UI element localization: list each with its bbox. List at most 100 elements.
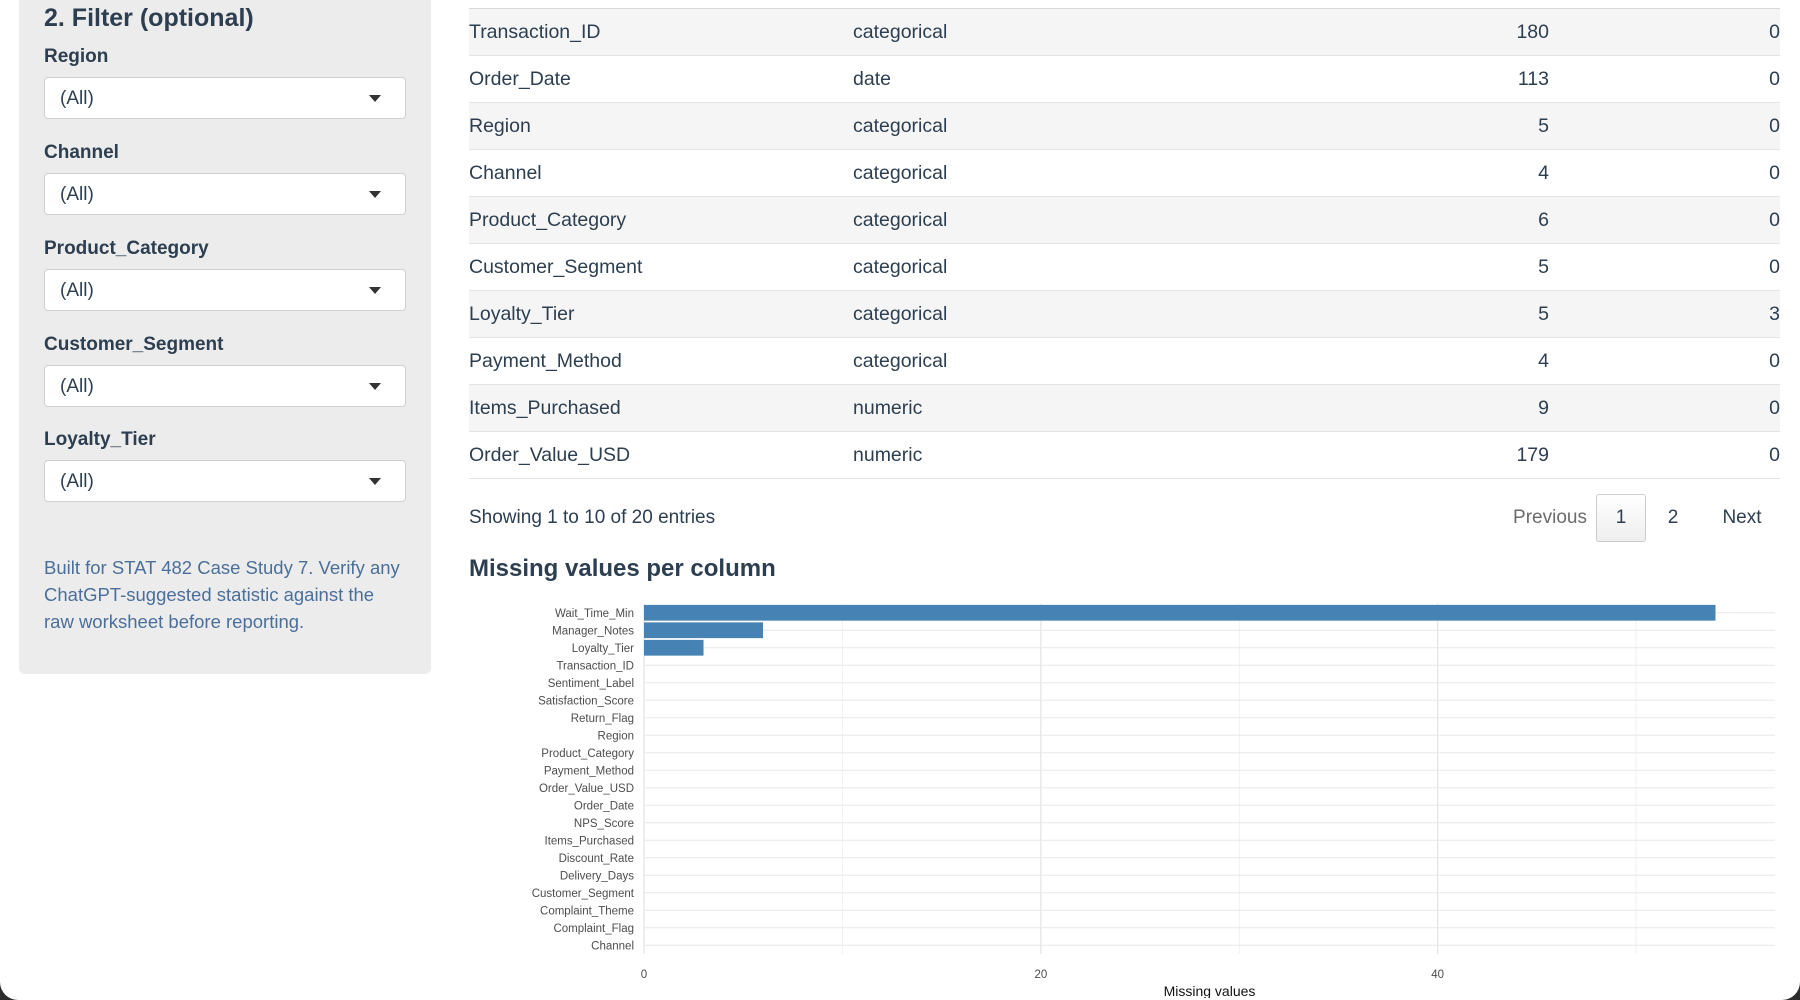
table-row: Order_Date date 113 0	[469, 55, 1780, 103]
column-summary-table: Transaction_ID categorical 180 0 Order_D…	[469, 8, 1780, 479]
column-name-cell: Channel	[469, 149, 853, 197]
region-filter-label: Region	[44, 46, 109, 67]
channel-select-value: (All)	[60, 184, 94, 205]
table-entries-info: Showing 1 to 10 of 20 entries	[469, 507, 716, 528]
column-name-cell: Region	[469, 102, 853, 150]
unique-count-cell: 180	[1237, 8, 1549, 56]
unique-count-cell: 179	[1237, 431, 1549, 479]
missing-count-cell: 0	[1549, 102, 1780, 150]
column-type-cell: date	[853, 55, 1237, 103]
missing-count-cell: 3	[1549, 290, 1780, 338]
column-name-cell: Loyalty_Tier	[469, 290, 853, 338]
loyalty-tier-filter-label: Loyalty_Tier	[44, 429, 156, 450]
column-type-cell: numeric	[853, 431, 1237, 479]
unique-count-cell: 113	[1237, 55, 1549, 103]
category-label: Channel	[591, 940, 634, 952]
bar	[644, 622, 764, 639]
product-category-filter-label: Product_Category	[44, 238, 209, 259]
table-row: Order_Value_USD numeric 179 0	[469, 431, 1780, 479]
pagination-page-2-button[interactable]: 2	[1667, 507, 1679, 528]
column-name-cell: Product_Category	[469, 196, 853, 244]
category-label: Return_Flag	[571, 713, 634, 725]
missing-count-cell: 0	[1549, 431, 1780, 479]
column-type-cell: categorical	[853, 243, 1237, 291]
unique-count-cell: 5	[1237, 290, 1549, 338]
column-name-cell: Items_Purchased	[469, 384, 853, 432]
column-name-cell: Transaction_ID	[469, 8, 853, 56]
unique-count-cell: 5	[1237, 243, 1549, 291]
chevron-down-icon	[369, 478, 381, 485]
category-label: Delivery_Days	[560, 870, 634, 882]
category-label: Customer_Segment	[532, 888, 635, 900]
unique-count-cell: 5	[1237, 102, 1549, 150]
column-name-cell: Order_Date	[469, 55, 853, 103]
filter-sidebar: 2. Filter (optional) Region (All) Channe…	[19, 0, 431, 674]
missing-values-chart: Wait_Time_Min Manager_Notes Loyalty_Tier Tr…	[532, 604, 1775, 998]
column-type-cell: categorical	[853, 149, 1237, 197]
bar	[644, 639, 704, 656]
category-label: Order_Date	[574, 800, 634, 812]
missing-count-cell: 0	[1549, 196, 1780, 244]
pagination-page-1-button[interactable]: 1	[1596, 494, 1646, 542]
unique-count-cell: 6	[1237, 196, 1549, 244]
table-row: Region categorical 5 0	[469, 102, 1780, 150]
unique-count-cell: 4	[1237, 337, 1549, 385]
column-name-cell: Customer_Segment	[469, 243, 853, 291]
unique-count-cell: 4	[1237, 149, 1549, 197]
column-type-cell: categorical	[853, 290, 1237, 338]
sidebar-note: Built for STAT 482 Case Study 7. Verify …	[44, 557, 400, 632]
x-tick-label: 40	[1431, 969, 1444, 981]
category-label: Discount_Rate	[559, 853, 634, 865]
table-row: Product_Category categorical 6 0	[469, 196, 1780, 244]
loyalty-tier-select[interactable]: (All)	[44, 460, 406, 502]
missing-count-cell: 0	[1549, 8, 1780, 56]
table-row: Items_Purchased numeric 9 0	[469, 384, 1780, 432]
x-tick-label: 20	[1034, 969, 1047, 981]
column-name-cell: Order_Value_USD	[469, 431, 853, 479]
category-label: NPS_Score	[574, 818, 634, 830]
column-type-cell: categorical	[853, 102, 1237, 150]
table-row: Customer_Segment categorical 5 0	[469, 243, 1780, 291]
category-label: Loyalty_Tier	[572, 643, 634, 655]
category-label: Wait_Time_Min	[555, 608, 634, 620]
pagination-next-button[interactable]: Next	[1722, 507, 1762, 528]
category-label: Complaint_Theme	[540, 905, 634, 917]
chevron-down-icon	[369, 95, 381, 102]
category-label: Manager_Notes	[552, 625, 634, 637]
region-select-value: (All)	[60, 88, 94, 109]
table-row: Payment_Method categorical 4 0	[469, 337, 1780, 385]
category-label: Satisfaction_Score	[538, 695, 634, 707]
category-label: Sentiment_Label	[548, 678, 634, 690]
category-label: Region	[598, 730, 634, 742]
channel-select[interactable]: (All)	[44, 173, 406, 215]
customer-segment-select[interactable]: (All)	[44, 365, 406, 407]
region-select[interactable]: (All)	[44, 77, 406, 119]
x-tick-label: 0	[641, 969, 647, 981]
table-row: Loyalty_Tier categorical 5 3	[469, 290, 1780, 338]
product-category-select-value: (All)	[60, 280, 94, 301]
customer-segment-select-value: (All)	[60, 376, 94, 397]
chart-section-title: Missing values per column	[469, 555, 776, 582]
chevron-down-icon	[369, 287, 381, 294]
category-label: Items_Purchased	[545, 835, 635, 847]
category-label: Order_Value_USD	[539, 783, 634, 795]
missing-count-cell: 0	[1549, 149, 1780, 197]
table-row: Transaction_ID categorical 180 0	[469, 8, 1780, 56]
column-name-cell: Payment_Method	[469, 337, 853, 385]
x-axis-label: Missing values	[1164, 983, 1256, 998]
missing-count-cell: 0	[1549, 243, 1780, 291]
category-label: Complaint_Flag	[553, 923, 634, 935]
missing-count-cell: 0	[1549, 384, 1780, 432]
loyalty-tier-select-value: (All)	[60, 471, 94, 492]
filter-heading: 2. Filter (optional)	[44, 4, 254, 32]
category-label: Payment_Method	[544, 765, 634, 777]
table-row: Channel categorical 4 0	[469, 149, 1780, 197]
column-type-cell: categorical	[853, 337, 1237, 385]
column-type-cell: categorical	[853, 196, 1237, 244]
missing-count-cell: 0	[1549, 337, 1780, 385]
pagination-previous-button[interactable]: Previous	[1513, 507, 1587, 528]
chevron-down-icon	[369, 383, 381, 390]
unique-count-cell: 9	[1237, 384, 1549, 432]
product-category-select[interactable]: (All)	[44, 269, 406, 311]
